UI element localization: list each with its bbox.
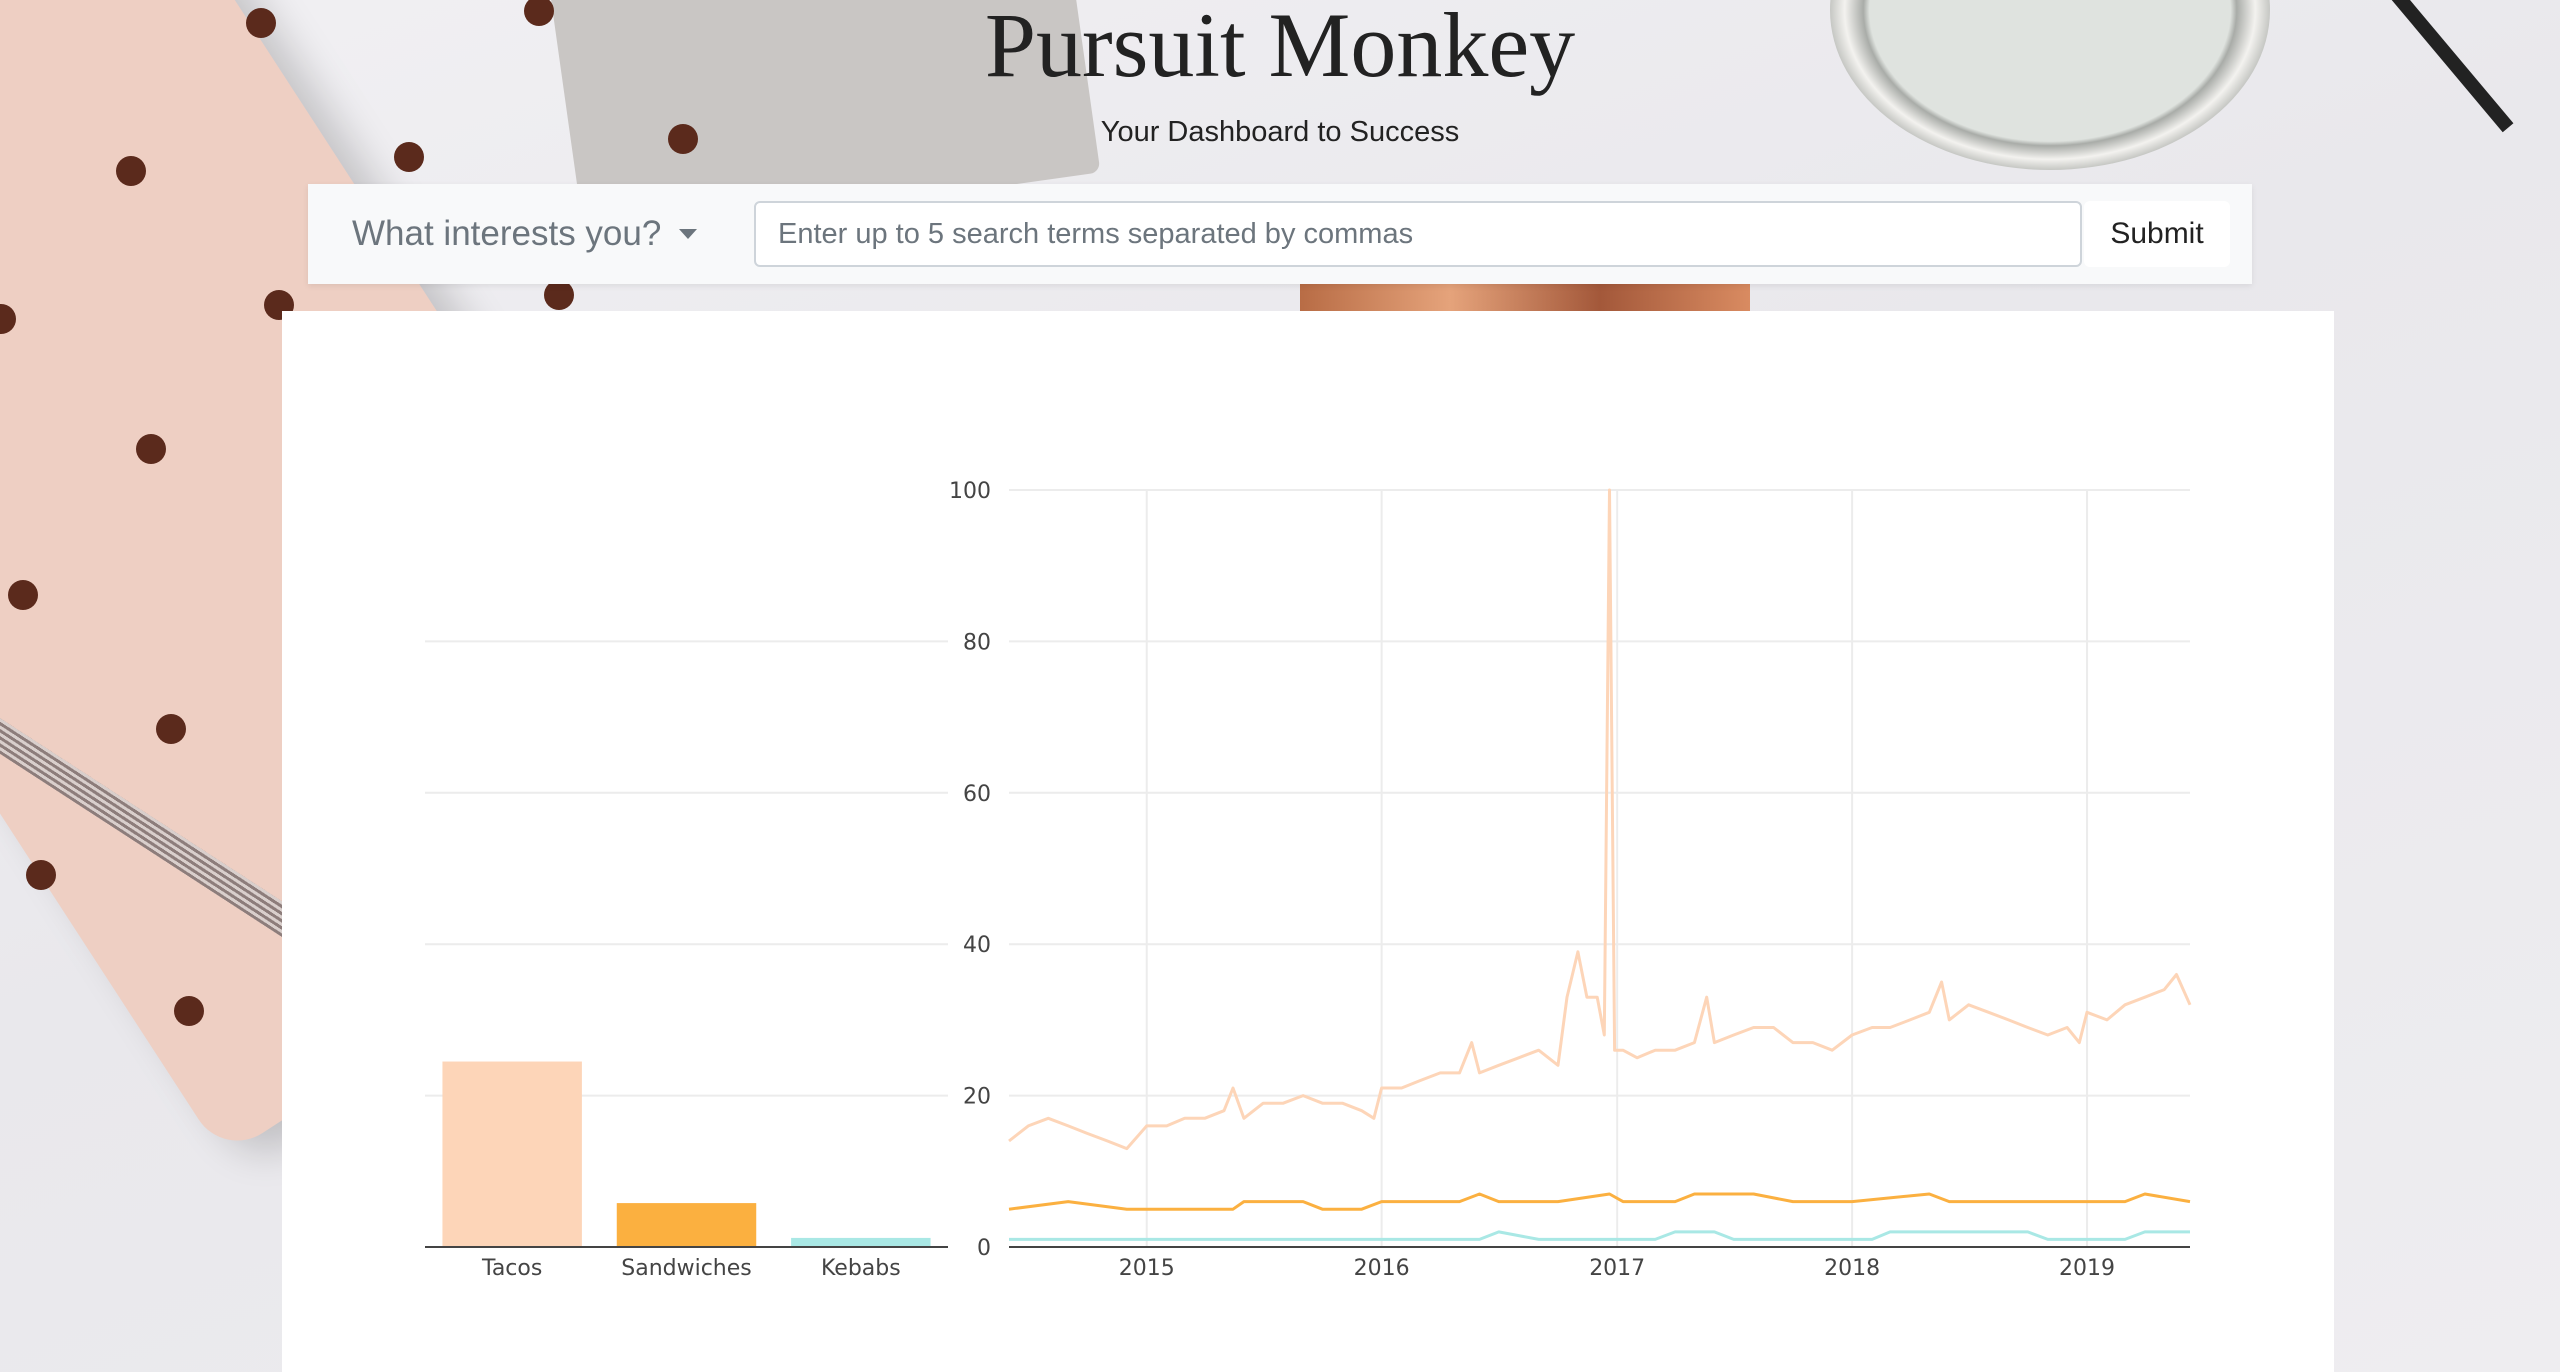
y-tick-label-0: 0: [977, 1236, 991, 1261]
search-terms-input[interactable]: [754, 201, 2082, 267]
polka-dot: [668, 124, 698, 154]
x-tick-label-2017: 2017: [1589, 1256, 1645, 1281]
polka-dot: [394, 142, 424, 172]
line-chart: 0 20 40 60 80 100 2015 2016 2017 2018 2019: [949, 479, 2192, 1281]
x-tick-label-2016: 2016: [1354, 1256, 1410, 1281]
y-tick-label-20: 20: [963, 1085, 991, 1110]
bar-chart: Tacos Sandwiches Kebabs: [425, 640, 948, 1281]
bar-chart-category-labels: Tacos Sandwiches Kebabs: [481, 1256, 901, 1281]
y-tick-label-40: 40: [963, 933, 991, 958]
caret-down-icon: [679, 229, 698, 239]
bar-kebabs[interactable]: [791, 1237, 931, 1247]
series-line-tacos[interactable]: [1008, 488, 2192, 1151]
line-chart-series: [1008, 488, 2192, 1241]
y-tick-label-60: 60: [963, 782, 991, 807]
polka-dot: [116, 156, 146, 186]
polka-dot: [524, 0, 554, 26]
search-bar: What interests you? Submit: [308, 184, 2252, 284]
line-chart-x-tick-labels: 2015 2016 2017 2018 2019: [1119, 1256, 2115, 1281]
polka-dot: [136, 434, 166, 464]
polka-dot: [246, 8, 276, 38]
x-tick-label-2015: 2015: [1119, 1256, 1175, 1281]
bar-chart-bars: [442, 1061, 931, 1247]
bar-label-sandwiches: Sandwiches: [621, 1256, 752, 1281]
x-tick-label-2019: 2019: [2059, 1256, 2115, 1281]
y-tick-label-80: 80: [963, 630, 991, 655]
line-chart-gridlines: [1009, 489, 2190, 1247]
polka-dot: [156, 714, 186, 744]
bar-tacos[interactable]: [442, 1061, 582, 1247]
polka-dot: [174, 996, 204, 1026]
line-chart-y-tick-labels: 0 20 40 60 80 100: [949, 479, 991, 1261]
bar-chart-gridlines: [425, 640, 948, 1097]
polka-dot: [8, 580, 38, 610]
bar-label-tacos: Tacos: [481, 1256, 542, 1281]
interests-dropdown-label: What interests you?: [352, 214, 662, 253]
x-tick-label-2018: 2018: [1824, 1256, 1880, 1281]
y-tick-label-100: 100: [949, 479, 991, 504]
bar-sandwiches[interactable]: [616, 1203, 757, 1247]
polka-dot: [0, 304, 16, 334]
polka-dot: [26, 860, 56, 890]
interests-dropdown[interactable]: What interests you?: [352, 210, 698, 258]
page-subtitle: Your Dashboard to Success: [1100, 116, 1460, 148]
page-title: Pursuit Monkey: [984, 0, 1576, 96]
submit-button[interactable]: Submit: [2084, 201, 2230, 267]
series-line-sandwiches[interactable]: [1008, 1192, 2191, 1211]
polka-dot: [544, 280, 574, 310]
series-line-kebabs[interactable]: [1009, 1230, 2190, 1241]
bar-label-kebabs: Kebabs: [821, 1256, 901, 1281]
chart-card: [282, 311, 2334, 1372]
